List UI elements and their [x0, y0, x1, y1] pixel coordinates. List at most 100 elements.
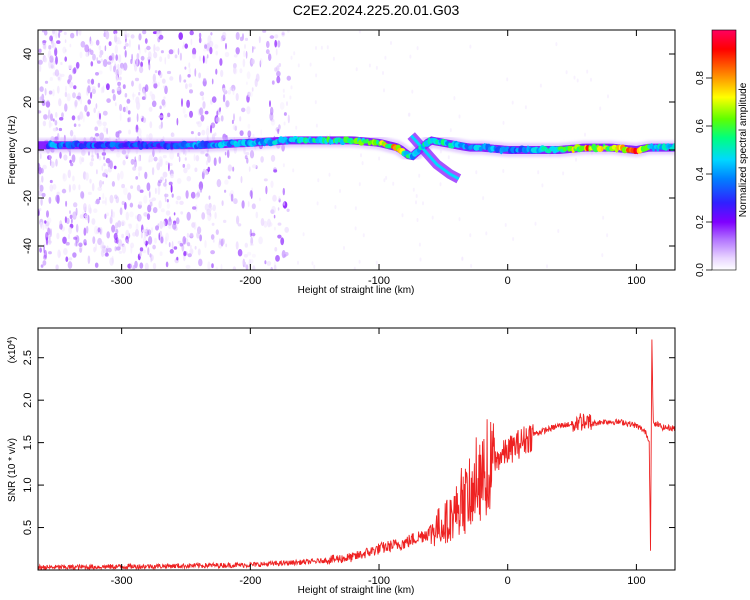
- speckle: [148, 191, 151, 199]
- speckle: [138, 172, 140, 177]
- speckle: [258, 36, 261, 44]
- trace-blob: [672, 143, 675, 150]
- speckle: [266, 40, 270, 49]
- speckle: [152, 207, 158, 214]
- speckle: [95, 39, 100, 46]
- speckle: [252, 46, 256, 50]
- speckle: [375, 65, 378, 70]
- speckle: [183, 79, 187, 83]
- speckle: [132, 92, 135, 101]
- speckle: [219, 238, 221, 246]
- speckle: [41, 175, 44, 183]
- speckle: [115, 73, 119, 82]
- speckle: [99, 112, 101, 120]
- speckle: [264, 260, 267, 265]
- speckle: [156, 31, 160, 38]
- speckle: [252, 265, 256, 270]
- speckle: [266, 261, 272, 266]
- speckle: [59, 117, 64, 121]
- speckle: [75, 238, 78, 247]
- speckle: [87, 255, 91, 264]
- speckle: [265, 185, 268, 195]
- speckle: [144, 171, 148, 180]
- speckle: [411, 89, 414, 94]
- speckle: [205, 56, 208, 64]
- speckle: [243, 254, 248, 258]
- speckle: [152, 244, 156, 250]
- speckle: [84, 44, 90, 53]
- speckle: [175, 200, 179, 205]
- speckle: [181, 98, 183, 107]
- speckle: [185, 83, 188, 90]
- speckle: [211, 222, 215, 226]
- speckle: [114, 102, 117, 107]
- speckle: [104, 196, 107, 206]
- speckle: [199, 107, 204, 116]
- speckle: [214, 212, 217, 219]
- speckle: [555, 42, 558, 47]
- speckle: [224, 51, 230, 58]
- speckle: [104, 213, 107, 220]
- speckle: [98, 70, 103, 75]
- spectrogram-x-label: Height of straight line (km): [298, 285, 415, 296]
- speckle: [171, 241, 174, 250]
- speckle: [187, 242, 191, 247]
- speckle: [282, 88, 285, 93]
- speckle: [131, 53, 133, 62]
- speckle: [243, 50, 246, 58]
- speckle: [122, 106, 126, 113]
- speckle: [130, 185, 134, 190]
- speckle: [157, 183, 162, 187]
- speckle: [218, 156, 222, 164]
- speckle: [75, 223, 79, 233]
- speckle: [117, 172, 120, 181]
- speckle: [224, 189, 227, 193]
- speckle: [315, 123, 318, 128]
- speckle: [415, 194, 418, 198]
- speckle: [165, 160, 168, 166]
- speckle: [233, 198, 238, 205]
- speckle: [51, 30, 56, 35]
- speckle: [95, 72, 99, 76]
- speckle: [71, 218, 73, 224]
- snr-frame: [37, 327, 676, 571]
- speckle: [244, 155, 248, 160]
- speckle: [52, 127, 57, 132]
- speckle: [289, 95, 292, 100]
- speckle: [195, 194, 198, 200]
- speckle: [93, 208, 98, 213]
- speckle: [235, 47, 240, 55]
- speckle: [161, 99, 166, 106]
- speckle: [179, 52, 182, 61]
- speckle: [143, 236, 147, 245]
- speckle: [134, 159, 137, 168]
- speckle: [295, 125, 298, 130]
- speckle: [153, 82, 158, 89]
- speckle: [52, 118, 55, 122]
- speckle: [89, 36, 92, 45]
- speckle: [124, 153, 129, 158]
- speckle: [189, 89, 193, 94]
- speckle: [506, 77, 509, 82]
- speckle: [72, 175, 75, 182]
- x-tick-label: -300: [111, 575, 133, 587]
- speckle: [144, 84, 149, 92]
- speckle: [215, 229, 219, 235]
- speckle: [212, 204, 216, 212]
- speckle: [249, 190, 253, 197]
- speckle: [42, 224, 45, 231]
- speckle: [280, 237, 285, 246]
- speckle: [197, 248, 201, 256]
- speckle: [162, 154, 167, 159]
- speckle: [176, 117, 179, 126]
- speckle: [275, 34, 278, 39]
- speckle: [121, 233, 124, 239]
- speckle: [45, 101, 51, 108]
- speckle: [328, 172, 331, 177]
- speckle: [83, 239, 87, 245]
- speckle: [166, 115, 169, 120]
- speckle: [102, 121, 107, 127]
- speckle: [52, 183, 57, 190]
- speckle: [408, 112, 411, 117]
